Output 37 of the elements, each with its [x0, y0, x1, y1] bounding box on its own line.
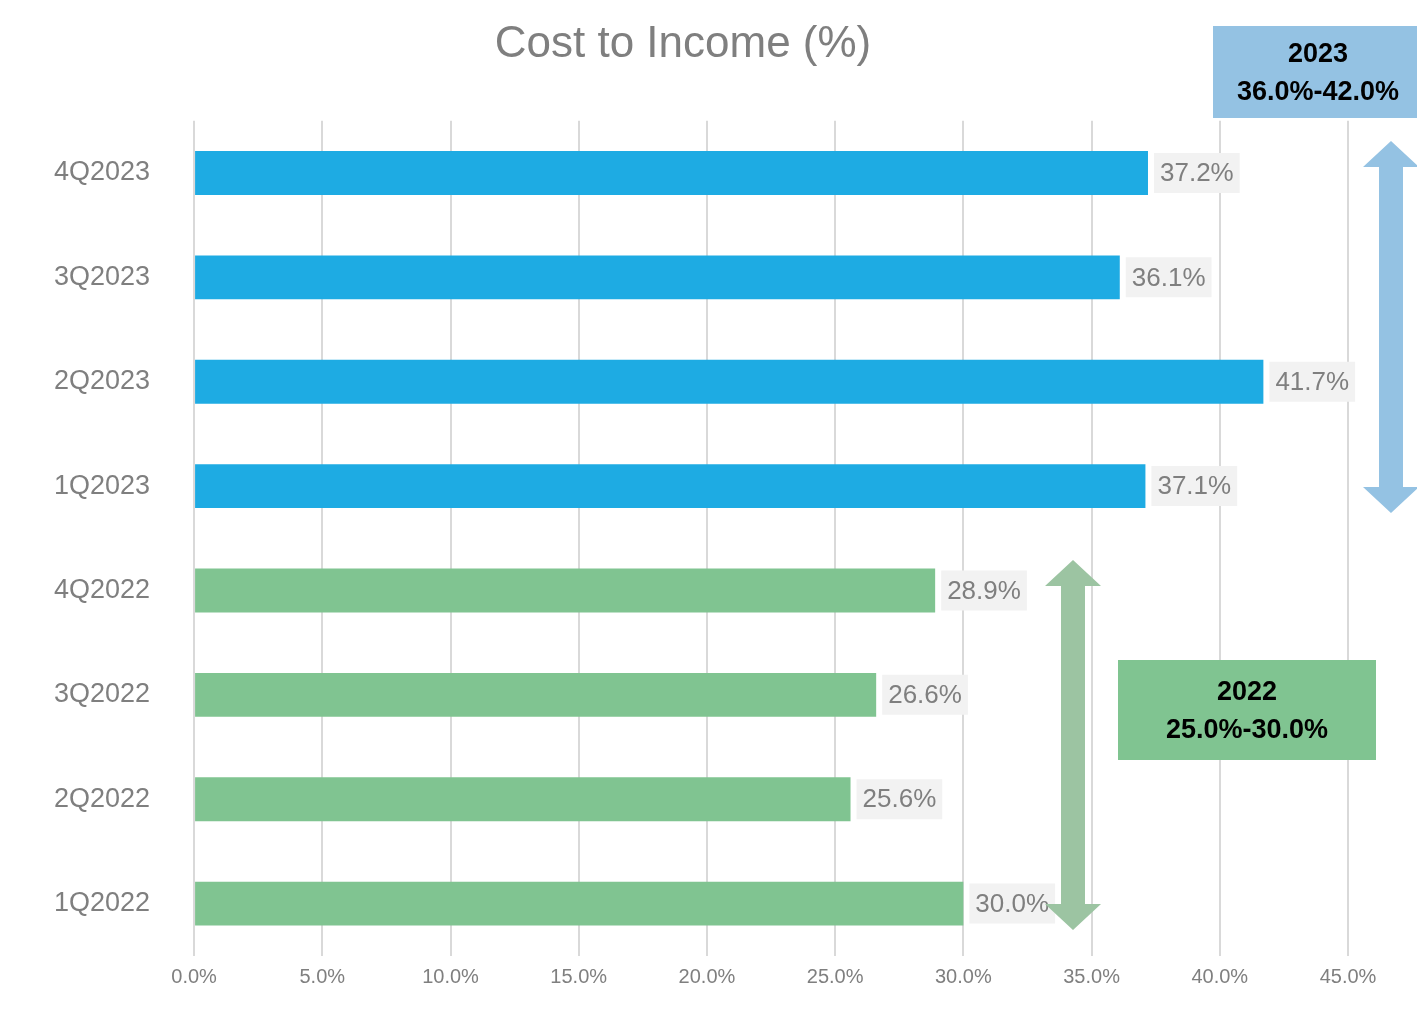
y-tick-label: 1Q2023 [53, 469, 151, 500]
y-tick-label: 1Q2022 [53, 887, 151, 918]
x-tick-label: 15.0% [550, 965, 608, 988]
note-box: 2022 25.0%-30.0% [1118, 660, 1376, 760]
y-tick-label: 3Q2023 [53, 260, 151, 291]
bar [195, 464, 1146, 509]
x-tick-label: 5.0% [299, 965, 346, 988]
x-tick-label: 40.0% [1191, 965, 1249, 988]
data-label: 41.7% [1275, 365, 1350, 396]
y-tick-label: 2Q2022 [53, 782, 151, 813]
data-label: 30.0% [975, 887, 1050, 918]
data-label: 28.9% [947, 574, 1021, 605]
chart-title: Cost to Income (%) [494, 16, 872, 66]
data-label: 37.1% [1157, 470, 1232, 501]
bar [195, 151, 1148, 195]
note-box: 2023 36.0%-42.0% [1213, 26, 1417, 118]
bar [195, 255, 1120, 300]
y-tick-label: 3Q2022 [53, 678, 151, 709]
y-tick-label: 2Q2023 [53, 365, 151, 396]
x-tick-label: 25.0% [806, 965, 864, 988]
bar [195, 777, 851, 822]
x-tick-label: 20.0% [678, 965, 736, 988]
bar [195, 359, 1264, 404]
data-label: 37.2% [1159, 157, 1234, 188]
bar [195, 672, 877, 717]
y-tick-label: 4Q2023 [53, 156, 151, 187]
y-tick-label: 4Q2022 [53, 573, 151, 604]
data-label: 26.6% [888, 679, 962, 710]
x-tick-label: 35.0% [1063, 965, 1121, 988]
bar [195, 568, 936, 613]
bar [195, 881, 964, 926]
x-tick-label: 45.0% [1319, 965, 1377, 988]
x-tick-label: 0.0% [171, 965, 218, 988]
data-label: 36.1% [1131, 261, 1206, 292]
x-tick-label: 10.0% [422, 965, 480, 988]
data-label: 25.6% [862, 783, 937, 814]
x-tick-label: 30.0% [935, 965, 992, 988]
